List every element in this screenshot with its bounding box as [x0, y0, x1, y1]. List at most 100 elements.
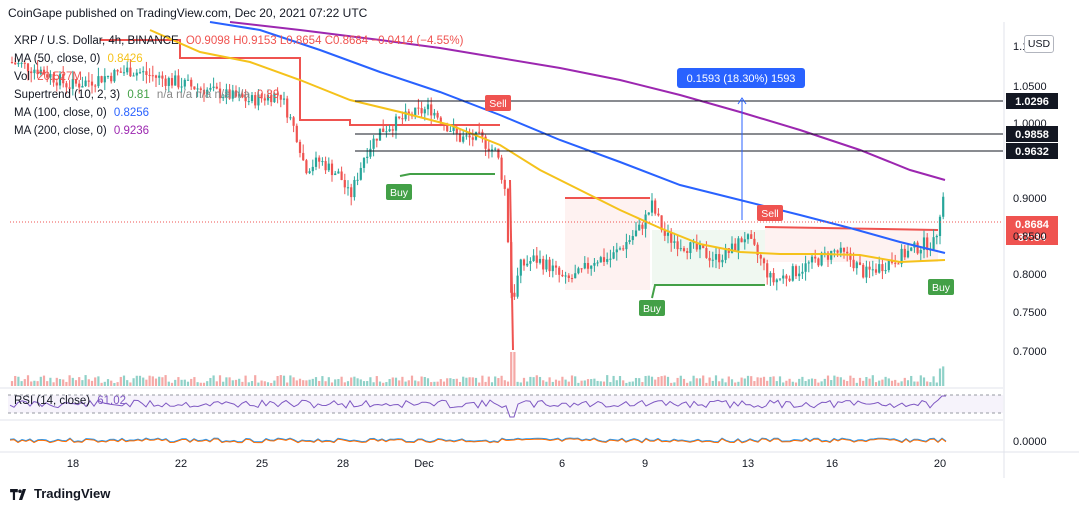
candle-body	[881, 264, 884, 272]
candle-body	[222, 97, 225, 99]
candle-body	[193, 86, 196, 90]
volume-bar	[103, 381, 106, 386]
candle-body	[46, 74, 49, 78]
candle-body	[919, 249, 922, 254]
volume-bar	[145, 379, 148, 386]
candle-body	[494, 148, 497, 150]
volume-bar	[318, 380, 321, 386]
ma100-label: MA (100, close, 0)	[14, 107, 107, 119]
volume-bar	[241, 381, 244, 386]
volume-bar	[759, 377, 762, 386]
candle-body	[462, 136, 465, 142]
candle-body	[394, 116, 398, 131]
volume-bar	[721, 378, 724, 386]
volume-bar	[436, 381, 439, 386]
volume-bar	[900, 381, 903, 386]
volume-bar	[202, 382, 206, 386]
volume-bar	[343, 382, 346, 386]
candle-body	[551, 265, 554, 272]
volume-bar	[730, 379, 734, 386]
price-tag-level: 0.9858	[1015, 129, 1049, 141]
ma100-legend[interactable]: MA (100, close, 0) 0.8256	[14, 107, 149, 119]
candle-body	[292, 117, 295, 126]
candle-body	[938, 216, 942, 236]
volume-bar	[638, 378, 641, 386]
volume-bar	[353, 376, 356, 386]
candle-body	[465, 135, 468, 137]
volume-bar	[942, 366, 945, 386]
candle-body	[436, 112, 439, 118]
candle-body	[471, 137, 474, 140]
ma50-line	[149, 29, 946, 264]
macd-signal-line	[9, 438, 947, 444]
measure-label: 0.1593 (18.30%) 1593	[687, 73, 796, 85]
candle-body	[513, 292, 516, 297]
tradingview-brand[interactable]: TradingView	[10, 486, 110, 501]
volume-bar	[535, 375, 538, 386]
ma200-legend[interactable]: MA (200, close, 0) 0.9236	[14, 125, 149, 137]
volume-bar	[433, 381, 436, 386]
candle-body	[660, 215, 663, 231]
volume-bar	[679, 375, 682, 386]
currency-button[interactable]: USD	[1024, 35, 1054, 53]
volume-bar	[916, 381, 919, 386]
volume-bar	[247, 382, 250, 386]
candle-body	[145, 71, 148, 75]
volume-bar	[183, 379, 186, 386]
volume-bar	[689, 381, 692, 386]
candle-body	[55, 82, 58, 86]
volume-bar	[846, 381, 849, 386]
volume-bar	[622, 380, 625, 386]
sell-signal-box	[485, 95, 511, 111]
candle-body	[209, 87, 212, 90]
candle-body	[516, 275, 519, 297]
candle-body	[295, 125, 298, 142]
volume-bar	[158, 376, 161, 386]
volume-bar	[273, 380, 276, 386]
rsi-legend[interactable]: RSI (14, close) 61.02	[14, 395, 126, 407]
supertrend-legend[interactable]: Supertrend (10, 2, 3) 0.81 n/a n/a n/a n…	[14, 89, 279, 101]
candle-body	[734, 243, 737, 251]
candle-body	[110, 75, 113, 82]
volume-bar	[926, 381, 929, 386]
volume-bar	[676, 377, 679, 386]
volume-bar	[420, 376, 423, 386]
candle-body	[458, 133, 462, 142]
x-tick-label: 6	[559, 458, 565, 470]
volume-bar	[558, 380, 561, 386]
volume-bar	[814, 378, 817, 386]
volume-bar	[628, 381, 631, 386]
volume-bar	[858, 377, 862, 386]
volume-bar	[583, 380, 586, 386]
volume-bar	[254, 375, 257, 386]
volume-bar	[522, 377, 526, 386]
candle-body	[81, 86, 84, 88]
candle-body	[148, 74, 151, 76]
candle-body	[215, 86, 218, 89]
candle-body	[74, 79, 78, 84]
candle-body	[519, 259, 522, 276]
candle-body	[68, 87, 71, 89]
candle-body	[903, 248, 906, 258]
candle-body	[522, 259, 526, 266]
candle-body	[740, 238, 743, 243]
measure-label-box	[677, 68, 805, 88]
volume-legend[interactable]: Vol 20.527M	[14, 71, 82, 83]
candle-body	[634, 230, 638, 237]
symbol-legend[interactable]: XRP / U.S. Dollar, 4h, BINANCE O0.9098 H…	[14, 35, 463, 47]
candle-body	[628, 240, 631, 242]
candle-body	[670, 232, 673, 243]
volume-bar	[302, 380, 305, 386]
volume-bar	[906, 380, 910, 386]
candle-body	[801, 271, 804, 274]
volume-bar	[346, 381, 350, 386]
ma200-label: MA (200, close, 0)	[14, 125, 107, 137]
candle-body	[164, 78, 167, 86]
candle-body	[657, 213, 660, 216]
volume-bar	[81, 380, 84, 386]
volume-bar	[881, 379, 884, 386]
candle-body	[868, 266, 871, 270]
ma50-legend[interactable]: MA (50, close, 0) 0.8426	[14, 53, 143, 65]
supertrend-down-zone	[565, 198, 650, 290]
